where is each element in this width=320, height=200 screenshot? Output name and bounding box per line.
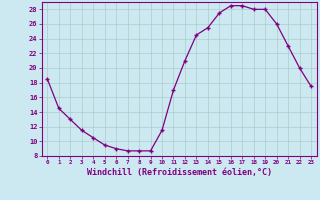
X-axis label: Windchill (Refroidissement éolien,°C): Windchill (Refroidissement éolien,°C) bbox=[87, 168, 272, 177]
